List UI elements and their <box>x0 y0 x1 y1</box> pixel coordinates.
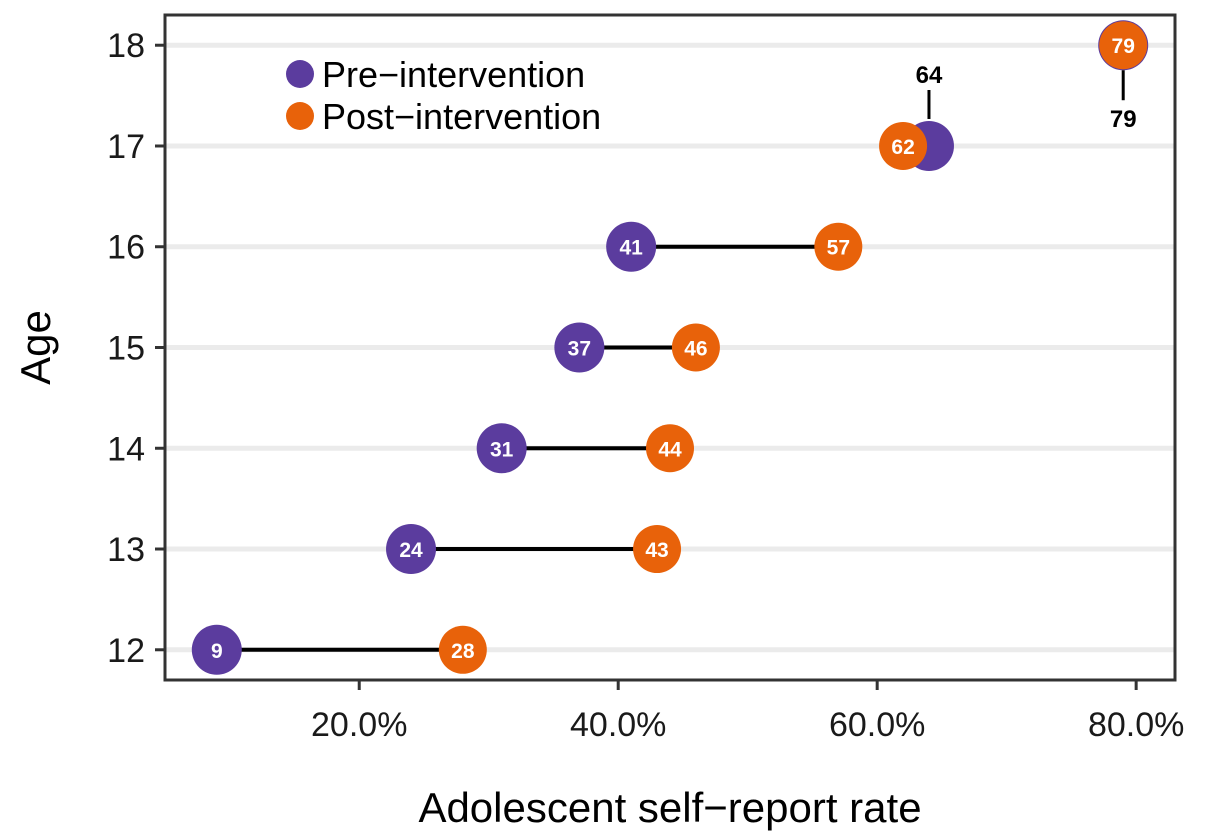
x-tick-label: 40.0% <box>570 706 666 744</box>
callouts: 64 79 <box>916 62 1137 133</box>
y-tick-label: 15 <box>107 330 145 368</box>
post-point-age-16-marker <box>814 222 863 271</box>
pre-point-age-14-marker <box>476 423 527 474</box>
pre-point-age-12-label: 9 <box>211 640 223 663</box>
pre-point-age-13-label: 24 <box>399 539 423 562</box>
post-point-age-13-label: 43 <box>645 539 668 562</box>
x-tick-label: 80.0% <box>1088 706 1184 744</box>
post-point-age-18-label: 79 <box>1112 35 1135 58</box>
post-point-age-12-marker <box>438 625 487 674</box>
pre-point-age-15-label: 37 <box>568 338 591 361</box>
axes: 12 13 14 15 16 17 18 20.0% 40.0% 60.0% 80.0% <box>107 27 1184 744</box>
post-point-age-15-label: 46 <box>684 338 707 361</box>
post-point-age-16-label: 57 <box>827 237 850 260</box>
y-axis-title: Age <box>12 310 59 385</box>
post-point-age-14-marker <box>646 424 694 473</box>
callout-label-post-age-18: 79 <box>1110 106 1137 133</box>
pre-point-age-15-marker <box>554 322 605 373</box>
legend-marker-post <box>286 102 314 130</box>
y-tick-label: 16 <box>107 229 145 267</box>
pre-point-age-16-marker <box>606 221 657 272</box>
x-tick-label: 60.0% <box>829 706 925 744</box>
pre-point-age-14-label: 31 <box>490 438 514 461</box>
y-tick-label: 13 <box>107 531 145 569</box>
pre-point-age-16-label: 41 <box>619 237 643 260</box>
post-point-age-13-marker <box>633 525 682 574</box>
callout-label-pre-age-17: 64 <box>916 62 943 89</box>
post-point-age-14-label: 44 <box>658 438 682 461</box>
post-point-age-17-label: 62 <box>891 136 914 159</box>
legend-marker-pre <box>286 60 314 88</box>
data-points: 9 28 24 43 31 44 37 46 41 57 62 79 <box>191 20 1149 675</box>
post-point-age-15-marker <box>671 323 720 372</box>
post-point-age-18-marker <box>1099 21 1148 70</box>
pre-point-age-12-marker <box>191 624 242 675</box>
x-tick-label: 20.0% <box>311 706 407 744</box>
pre-point-age-13-marker <box>386 524 437 575</box>
legend-label-post: Post−intervention <box>322 96 601 137</box>
y-tick-label: 18 <box>107 27 145 65</box>
y-tick-label: 14 <box>107 430 145 468</box>
y-tick-label: 17 <box>107 128 145 166</box>
legend-label-pre: Pre−intervention <box>322 54 585 95</box>
post-point-age-12-label: 28 <box>451 640 475 663</box>
y-tick-label: 12 <box>107 632 145 670</box>
post-point-age-17-marker <box>879 121 928 170</box>
x-axis-title: Adolescent self−report rate <box>418 784 921 831</box>
